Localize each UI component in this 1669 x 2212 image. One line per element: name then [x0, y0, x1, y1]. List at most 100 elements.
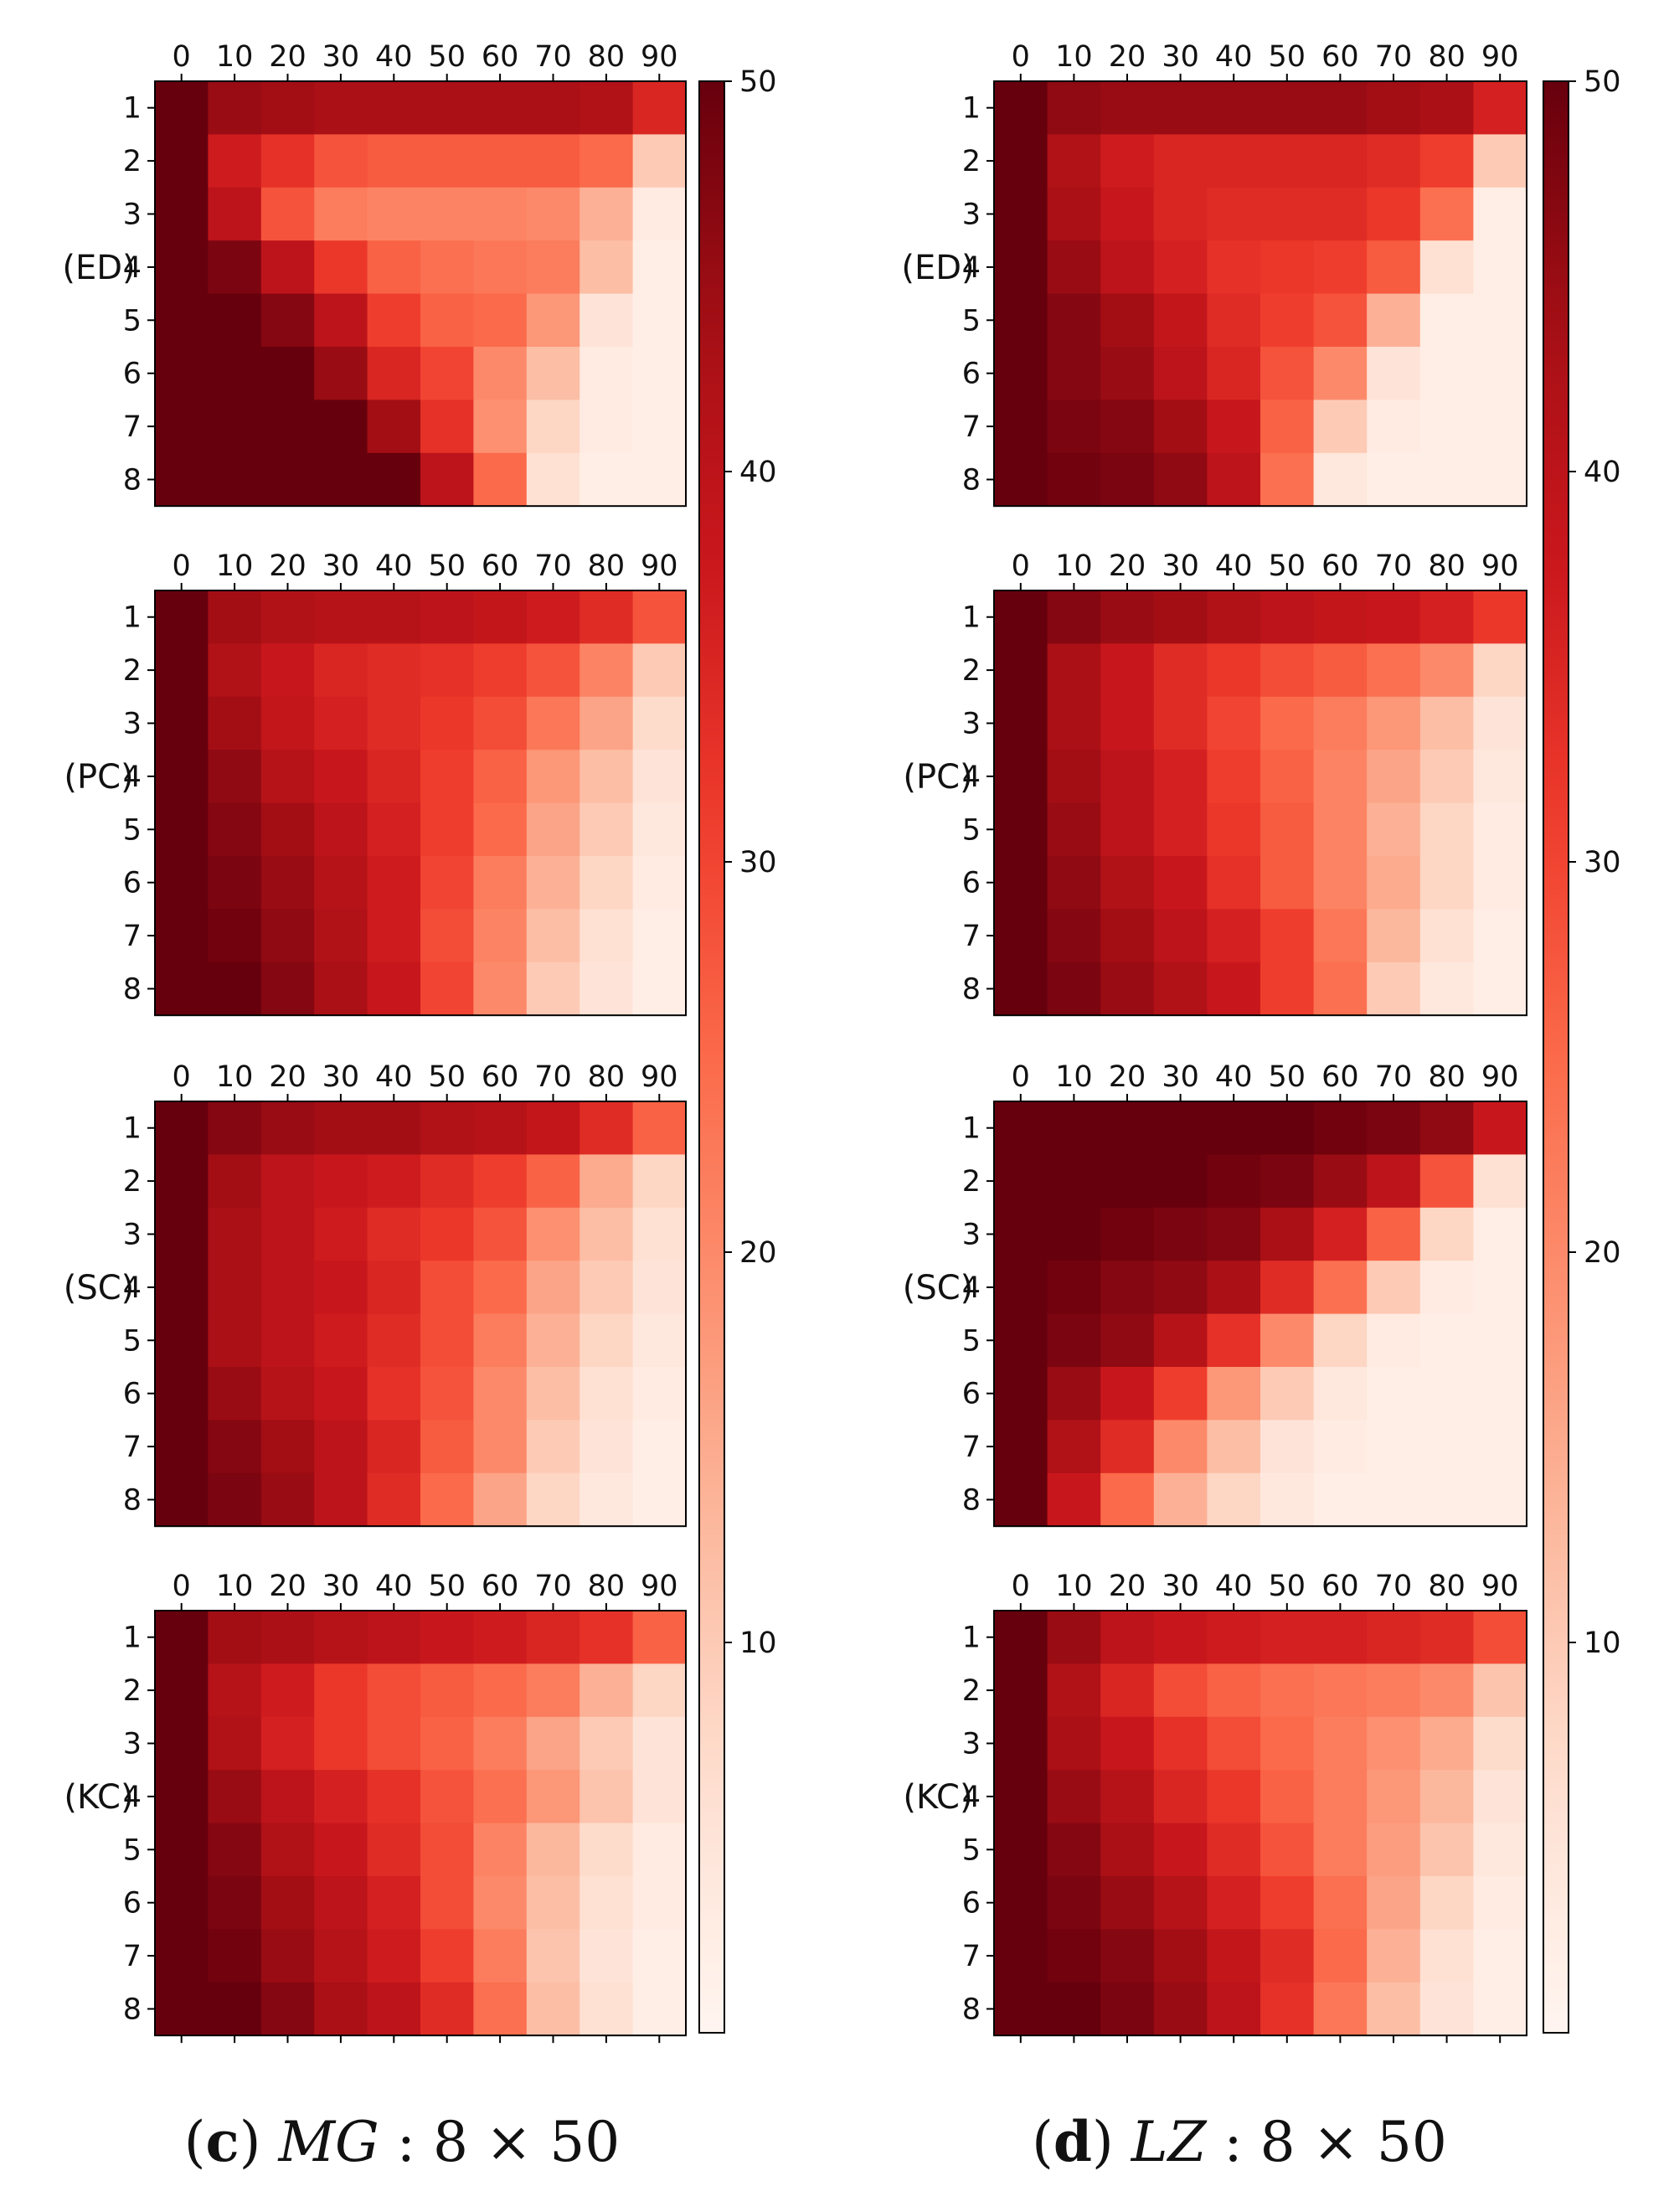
colorbar-gradient: [698, 80, 725, 2034]
heatmap-cell: [994, 1876, 1048, 1930]
x-tick-label: 50: [1269, 40, 1306, 74]
heatmap-cell: [994, 909, 1048, 963]
heatmap-cell: [632, 400, 687, 454]
heatmap-cell: [1367, 240, 1421, 295]
y-tick-label: 2: [123, 1674, 142, 1708]
heatmap-cell: [1260, 1101, 1315, 1155]
heatmap-cell: [260, 1770, 315, 1824]
heatmap-cell: [155, 1663, 209, 1718]
colorbar-tick-label: 50: [1584, 65, 1621, 99]
x-tick-label: 40: [375, 40, 413, 74]
heatmap-cell: [1207, 347, 1261, 400]
heatmap-cell: [1367, 1770, 1421, 1824]
heatmap-cell: [1473, 134, 1527, 188]
x-tick-label: 40: [1215, 1060, 1253, 1094]
heatmap-cell: [314, 1823, 368, 1877]
heatmap-cell: [526, 134, 580, 188]
heatmap-cell: [526, 1313, 580, 1368]
x-tick-label: 40: [375, 549, 413, 583]
heatmap-cell: [314, 81, 368, 135]
heatmap-cell: [473, 240, 528, 295]
heatmap-cell: [314, 293, 368, 348]
heatmap-cell: [1473, 643, 1527, 698]
heatmap-cell: [1047, 1420, 1101, 1474]
heatmap-cell: [1313, 1876, 1368, 1930]
heatmap-cell: [420, 1982, 474, 2036]
heatmap-cell: [1153, 400, 1208, 454]
heatmap-cell: [314, 643, 368, 698]
heatmap-cell: [420, 590, 474, 644]
heatmap-cell: [420, 1472, 474, 1527]
x-tick-label: 90: [1481, 1060, 1519, 1094]
heatmap-cell: [580, 1420, 634, 1474]
heatmap-cell: [1207, 1876, 1261, 1930]
heatmap-cell: [1100, 1663, 1155, 1718]
heatmap-cell: [580, 1876, 634, 1930]
heatmap-cell: [1100, 1367, 1155, 1421]
heatmap-cell: [1367, 1154, 1421, 1209]
heatmap-cell: [1207, 1611, 1261, 1664]
y-tick-label: 8: [962, 1993, 981, 2027]
x-tick-label: 30: [322, 1570, 360, 1603]
heatmap-cell: [1100, 802, 1155, 857]
heatmap-cell: [260, 400, 315, 454]
heatmap-cell: [1100, 347, 1155, 400]
heatmap-cell: [208, 643, 262, 698]
heatmap-cell: [1473, 1313, 1527, 1368]
x-tick-label: 30: [322, 1060, 360, 1094]
heatmap-cell: [1419, 1929, 1474, 1983]
colorbar-tick-label: 40: [1584, 456, 1621, 489]
heatmap-cell: [314, 962, 368, 1016]
heatmap-cell: [367, 856, 421, 910]
y-tick-label: 8: [123, 464, 142, 498]
heatmap-cell: [1260, 1982, 1315, 2036]
y-tick-label: 7: [123, 410, 142, 444]
panel-frame: [154, 1610, 687, 2037]
heatmap-cell: [473, 347, 528, 400]
heatmap-cell: [526, 643, 580, 698]
heatmap-cell: [208, 1101, 262, 1155]
heatmap-cell: [314, 1929, 368, 1983]
heatmap-cell: [994, 1663, 1048, 1718]
heatmap-cell: [473, 400, 528, 454]
heatmap-cell: [994, 1313, 1048, 1368]
heatmap-cell: [420, 400, 474, 454]
heatmap-cell: [994, 81, 1048, 135]
heatmap-cell: [155, 1154, 209, 1209]
heatmap-cell: [473, 1367, 528, 1421]
heatmap-cell: [1153, 802, 1208, 857]
heatmap-cell: [420, 452, 474, 507]
heatmap-cell: [155, 909, 209, 963]
heatmap-cell: [994, 1101, 1048, 1155]
heatmap-cell: [1260, 909, 1315, 963]
x-tick-label: 90: [641, 1060, 678, 1094]
colorbar-tick-label: 20: [1584, 1236, 1621, 1270]
heatmap-cell: [632, 1663, 687, 1718]
y-tick-label: 7: [962, 1940, 981, 1973]
heatmap-cell: [155, 1716, 209, 1771]
heatmap-cell: [526, 1154, 580, 1209]
heatmap-cell: [420, 1207, 474, 1261]
x-tick-label: 60: [482, 1570, 519, 1603]
heatmap-cell: [526, 1876, 580, 1930]
heatmap-cell: [1367, 750, 1421, 804]
heatmap-cell: [1047, 1663, 1101, 1718]
heatmap-cell: [1260, 1929, 1315, 1983]
heatmap-cell: [1367, 1101, 1421, 1155]
colorbar-tick-label: 30: [739, 846, 777, 879]
heatmap-cell: [1207, 452, 1261, 507]
heatmap-cell: [1367, 293, 1421, 348]
heatmap-cell: [420, 1101, 474, 1155]
heatmap-cell: [473, 802, 528, 857]
heatmap-cell: [1047, 400, 1101, 454]
heatmap-cell: [1419, 1101, 1474, 1155]
heatmap-cell: [1153, 1420, 1208, 1474]
heatmap-cell: [260, 240, 315, 295]
heatmap-cell: [994, 1823, 1048, 1877]
heatmap-cell: [1100, 962, 1155, 1016]
heatmap-cell: [1313, 1823, 1368, 1877]
heatmap-cell: [473, 1770, 528, 1824]
heatmap-cell: [1100, 590, 1155, 644]
heatmap-cell: [632, 452, 687, 507]
heatmap-cell: [580, 1663, 634, 1718]
